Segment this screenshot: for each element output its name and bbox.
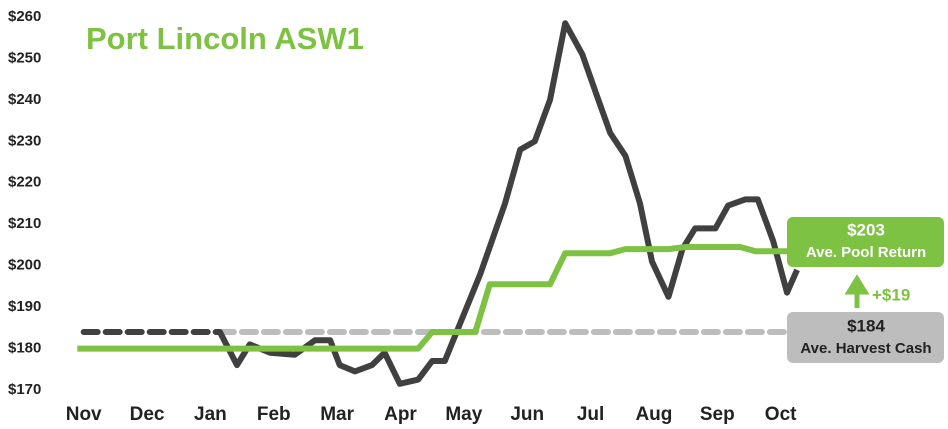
- x-tick-label: Apr: [384, 404, 417, 425]
- difference-arrow: [844, 274, 870, 308]
- x-tick-label: Dec: [130, 404, 165, 425]
- cash-box: [787, 312, 944, 363]
- y-tick-label: $230: [8, 132, 41, 149]
- x-tick-label: Jun: [510, 404, 544, 425]
- y-tick-label: $190: [8, 298, 41, 315]
- x-tick-label: Feb: [257, 404, 291, 425]
- pool-value: $203: [847, 220, 885, 239]
- y-tick-label: $260: [8, 8, 41, 25]
- pool-box: [787, 217, 944, 267]
- chart-title: Port Lincoln ASW1: [86, 21, 364, 56]
- difference-label: +$19: [872, 285, 910, 304]
- y-tick-label: $240: [8, 91, 41, 108]
- y-tick-label: $250: [8, 49, 41, 66]
- x-tick-label: Oct: [765, 404, 797, 425]
- cash-label: Ave. Harvest Cash: [800, 340, 931, 357]
- y-tick-label: $210: [8, 215, 41, 232]
- x-tick-label: Mar: [320, 404, 354, 425]
- x-tick-label: Sep: [700, 404, 735, 425]
- y-tick-label: $200: [8, 257, 41, 274]
- series-line: [217, 20, 800, 387]
- series-line: [77, 244, 791, 352]
- y-tick-label: $180: [8, 340, 41, 357]
- x-tick-label: Jan: [194, 404, 227, 425]
- x-tick-label: Jul: [577, 404, 604, 425]
- x-tick-label: Nov: [66, 404, 102, 425]
- y-tick-label: $220: [8, 174, 41, 191]
- pool-label: Ave. Pool Return: [806, 244, 926, 261]
- cash-value: $184: [847, 316, 885, 335]
- x-tick-label: May: [445, 404, 482, 425]
- y-tick-label: $170: [8, 381, 41, 398]
- x-tick-label: Aug: [635, 404, 672, 425]
